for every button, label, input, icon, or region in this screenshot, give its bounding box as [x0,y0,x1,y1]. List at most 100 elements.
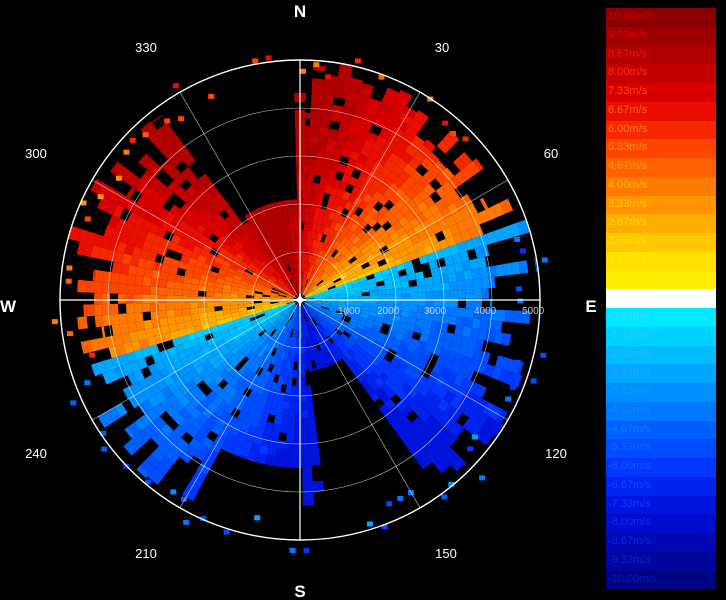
range-label-1000: 1000 [338,306,361,317]
compass-west-label: W [0,297,17,316]
legend-label: 2.67m/s [608,216,648,229]
legend-label: 5.33m/s [608,141,648,154]
legend-label: 8.00m/s [608,66,648,79]
legend-label: -6.00m/s [608,460,651,472]
legend-label: -10.00m/s [608,572,657,585]
bearing-label-150: 150 [435,546,457,561]
legend-row: 2.67m/s [606,214,716,233]
bearing-label-120: 120 [545,446,567,461]
legend-swatch [606,120,716,140]
range-rings-and-radials [59,59,541,541]
legend-label: -6.67m/s [608,478,651,491]
legend-swatch [606,533,716,552]
legend-label: 6.67m/s [608,103,648,116]
legend-row: 0.67m/s [606,270,716,290]
legend-label: 10.00m/s [608,10,654,22]
radial-120 [299,299,508,421]
legend-row: 6.67m/s [606,101,716,121]
legend-swatch [606,308,716,327]
legend-label: -8.67m/s [608,535,651,547]
legend-swatch [606,495,716,515]
legend-swatch [606,326,716,346]
legend-row: 10.00m/s [606,8,716,27]
legend-row: 3.33m/s [606,195,716,215]
legend-row: 4.67m/s [606,158,716,177]
range-label-2000: 2000 [377,306,400,317]
legend-label: -2.67m/s [608,366,651,379]
compass-labels: N E S W [0,2,597,600]
legend-label: -8.00m/s [608,516,651,529]
legend-label: -1.33m/s [608,328,651,341]
bearing-label-60: 60 [544,146,558,161]
legend-row: -1.33m/s [606,326,716,346]
legend-swatch [606,345,716,365]
legend-row: 5.33m/s [606,139,716,158]
bearing-label-30: 30 [435,40,449,55]
legend-label: -4.67m/s [608,422,651,435]
legend-swatch [606,514,716,533]
legend-label: 0.67m/s [608,272,648,285]
legend-label: -7.33m/s [608,497,651,510]
legend-label: 6.00m/s [608,122,648,135]
legend-swatch [606,158,716,177]
legend-row: -0.67m/s [606,308,716,327]
radial-300 [92,179,301,301]
bearing-labels: 30 60 120 150 210 240 300 330 [25,40,567,561]
legend-swatch [606,458,716,477]
legend-swatch [606,270,716,290]
legend-row: -4.00m/s [606,401,716,421]
legend-label: 3.33m/s [608,197,648,210]
legend-row: -2.67m/s [606,364,716,383]
legend-label: -4.00m/s [608,403,651,416]
radial-210 [179,299,301,508]
legend-label: -0.67m/s [608,310,651,322]
velocity-color-legend: 10.00m/s 9.33m/s 8.67m/s 8.00m/s 7.33m/s 6.67… [606,8,716,590]
legend-row: -7.33m/s [606,495,716,515]
legend-swatch [606,383,716,402]
range-label-5000: 5000 [522,306,545,317]
legend-label: 7.33m/s [608,85,648,97]
legend-swatch [606,401,716,421]
legend-swatch [606,195,716,215]
legend-row: 6.00m/s [606,120,716,140]
legend-row: 2.00m/s [606,233,716,252]
legend-swatch [606,83,716,102]
legend-swatch [606,364,716,383]
legend-row: 1.33m/s [606,251,716,271]
legend-label: 9.33m/s [608,28,648,41]
legend-label: -3.33m/s [608,385,651,397]
range-label-4000: 4000 [474,306,497,317]
legend-swatch [606,289,716,308]
bearing-label-330: 330 [135,40,157,55]
legend-swatch [606,476,716,496]
bearing-label-210: 210 [135,546,157,561]
legend-row: -2.00m/s [606,345,716,365]
legend-label: 4.00m/s [608,178,648,191]
bearing-label-240: 240 [25,446,47,461]
legend-swatch [606,551,716,571]
legend-swatch [606,570,716,590]
legend-label: 2.00m/s [608,235,648,247]
legend-label: 0.00m/s [608,291,648,304]
radar-center-icon [294,294,306,306]
legend-label: -2.00m/s [608,347,651,360]
radial-330 [179,92,301,301]
legend-row: -6.67m/s [606,476,716,496]
legend-swatch [606,26,716,46]
range-labels: 1000 2000 3000 4000 5000 [338,306,545,317]
legend-label: -5.33m/s [608,441,651,454]
legend-row: 4.00m/s [606,176,716,196]
legend-row: -9.33m/s [606,551,716,571]
legend-swatch [606,439,716,458]
legend-row: -6.00m/s [606,458,716,477]
legend-row: -8.67m/s [606,533,716,552]
legend-row: 8.67m/s [606,45,716,65]
legend-swatch [606,45,716,65]
legend-row: -10.00m/s [606,570,716,590]
legend-swatch [606,251,716,271]
legend-row: -3.33m/s [606,383,716,402]
legend-swatch [606,139,716,158]
compass-east-label: E [585,297,596,316]
legend-row: 8.00m/s [606,64,716,83]
legend-swatch [606,233,716,252]
